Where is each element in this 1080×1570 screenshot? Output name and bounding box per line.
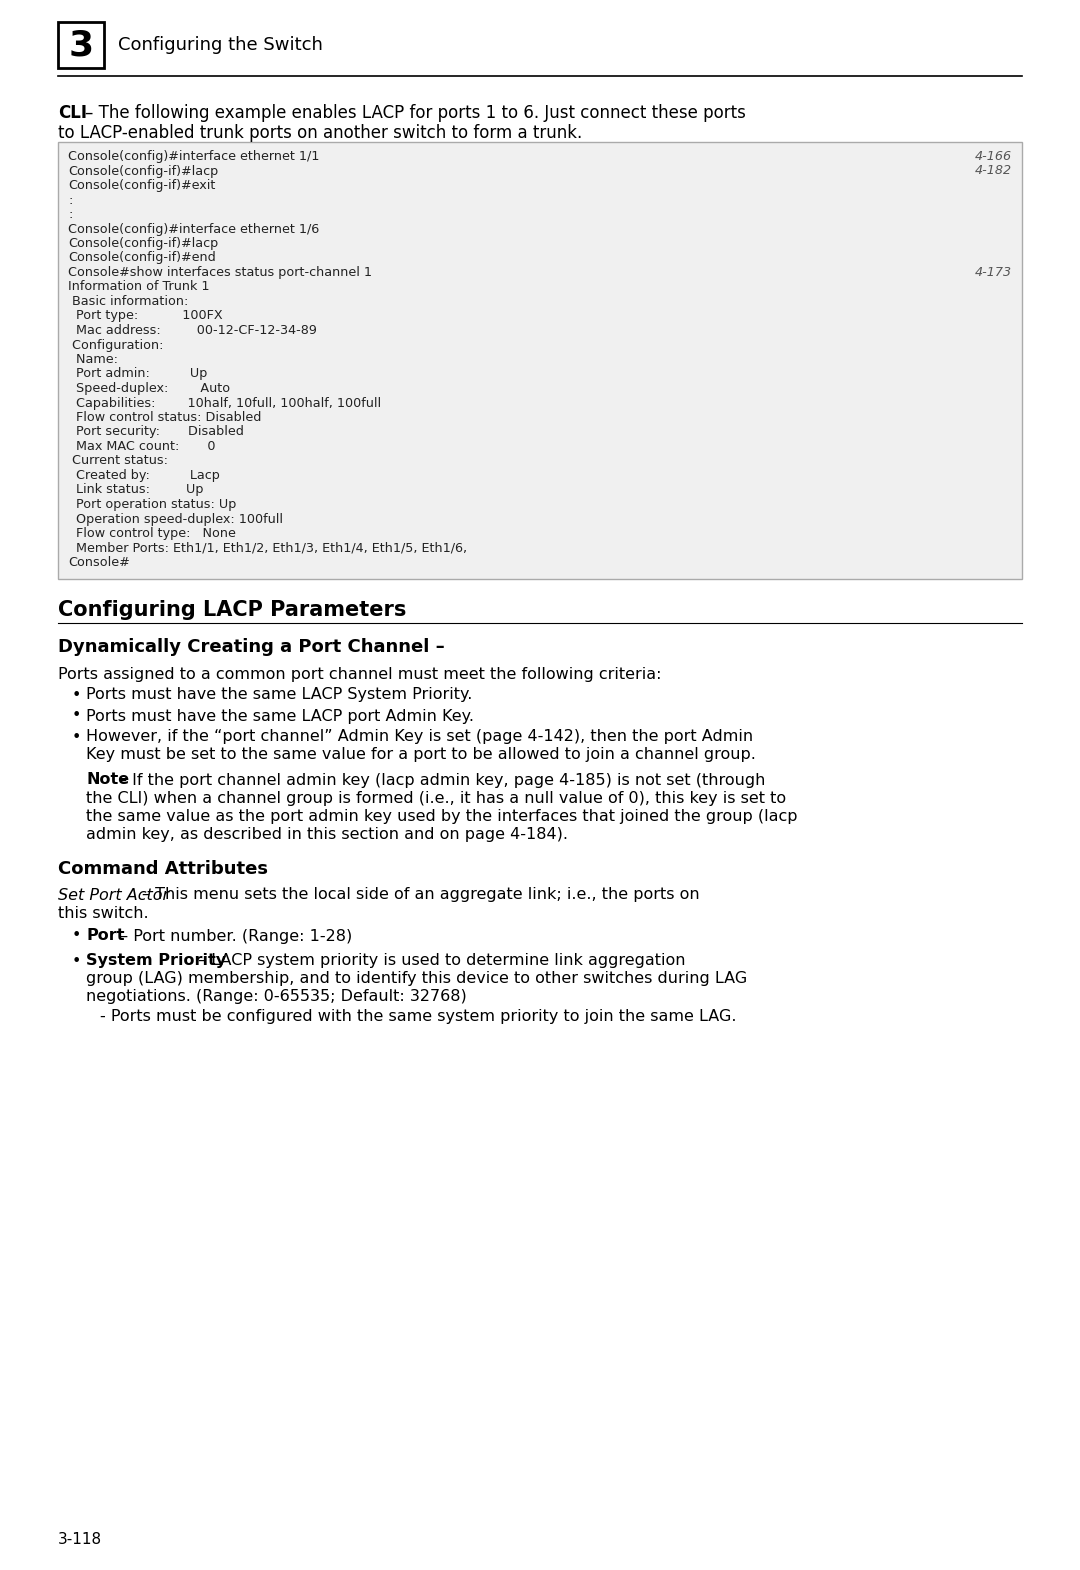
- Text: :: :: [68, 207, 72, 221]
- Text: group (LAG) membership, and to identify this device to other switches during LAG: group (LAG) membership, and to identify …: [86, 972, 747, 986]
- Text: Console(config)#interface ethernet 1/6: Console(config)#interface ethernet 1/6: [68, 223, 320, 235]
- Bar: [58, 141, 1022, 578]
- Text: However, if the “port channel” Admin Key is set (page 4-142), then the port Admi: However, if the “port channel” Admin Key…: [86, 730, 753, 744]
- Text: Console(config-if)#end: Console(config-if)#end: [68, 251, 216, 264]
- Text: 4-166: 4-166: [975, 151, 1012, 163]
- Text: Command Attributes: Command Attributes: [58, 859, 268, 878]
- Text: CLI: CLI: [58, 104, 87, 122]
- Text: Capabilities:        10half, 10full, 100half, 100full: Capabilities: 10half, 10full, 100half, 1…: [68, 397, 381, 410]
- Text: – Port number. (Range: 1-28): – Port number. (Range: 1-28): [114, 928, 352, 944]
- Text: – LACP system priority is used to determine link aggregation: – LACP system priority is used to determ…: [193, 953, 686, 969]
- Text: Port admin:          Up: Port admin: Up: [68, 367, 207, 380]
- Text: Console(config)#interface ethernet 1/1: Console(config)#interface ethernet 1/1: [68, 151, 320, 163]
- Text: Max MAC count:       0: Max MAC count: 0: [68, 440, 216, 454]
- Text: to LACP-enabled trunk ports on another switch to form a trunk.: to LACP-enabled trunk ports on another s…: [58, 124, 582, 141]
- Text: •: •: [72, 730, 81, 744]
- Text: •: •: [72, 953, 81, 969]
- Text: Console(config-if)#lacp: Console(config-if)#lacp: [68, 237, 218, 250]
- Text: Mac address:         00-12-CF-12-34-89: Mac address: 00-12-CF-12-34-89: [68, 323, 316, 338]
- Text: Port: Port: [86, 928, 124, 944]
- Text: •: •: [72, 688, 81, 702]
- Text: Ports assigned to a common port channel must meet the following criteria:: Ports assigned to a common port channel …: [58, 667, 661, 681]
- Text: – If the port channel admin key (lacp admin key, page 4-185) is not set (through: – If the port channel admin key (lacp ad…: [119, 772, 766, 788]
- Text: Speed-duplex:        Auto: Speed-duplex: Auto: [68, 382, 230, 396]
- Text: Dynamically Creating a Port Channel –: Dynamically Creating a Port Channel –: [58, 639, 445, 656]
- Text: Name:: Name:: [68, 353, 118, 366]
- Text: Basic information:: Basic information:: [68, 295, 188, 308]
- Text: •: •: [72, 708, 81, 724]
- Text: Information of Trunk 1: Information of Trunk 1: [68, 281, 210, 294]
- Text: Ports must have the same LACP port Admin Key.: Ports must have the same LACP port Admin…: [86, 708, 474, 724]
- Text: Ports must have the same LACP System Priority.: Ports must have the same LACP System Pri…: [86, 688, 472, 702]
- Text: Key must be set to the same value for a port to be allowed to join a channel gro: Key must be set to the same value for a …: [86, 747, 756, 763]
- Text: – The following example enables LACP for ports 1 to 6. Just connect these ports: – The following example enables LACP for…: [85, 104, 746, 122]
- Text: Link status:         Up: Link status: Up: [68, 484, 203, 496]
- Text: the same value as the port admin key used by the interfaces that joined the grou: the same value as the port admin key use…: [86, 809, 797, 824]
- Text: 4-182: 4-182: [975, 165, 1012, 177]
- Text: – This menu sets the local side of an aggregate link; i.e., the ports on: – This menu sets the local side of an ag…: [141, 887, 700, 903]
- Text: Console(config-if)#lacp: Console(config-if)#lacp: [68, 165, 218, 177]
- Text: Console#show interfaces status port-channel 1: Console#show interfaces status port-chan…: [68, 265, 372, 279]
- Bar: [58, 22, 104, 68]
- Text: Flow control status: Disabled: Flow control status: Disabled: [68, 411, 261, 424]
- Text: System Priority: System Priority: [86, 953, 226, 969]
- Text: Configuration:: Configuration:: [68, 339, 163, 352]
- Text: the CLI) when a channel group is formed (i.e., it has a null value of 0), this k: the CLI) when a channel group is formed …: [86, 791, 786, 805]
- Text: Set Port Actor: Set Port Actor: [58, 887, 170, 903]
- Text: •: •: [72, 928, 81, 944]
- Text: 4-173: 4-173: [975, 265, 1012, 279]
- Text: - Ports must be configured with the same system priority to join the same LAG.: - Ports must be configured with the same…: [100, 1010, 737, 1025]
- Text: Configuring LACP Parameters: Configuring LACP Parameters: [58, 600, 406, 620]
- Text: Port operation status: Up: Port operation status: Up: [68, 498, 237, 510]
- Text: Member Ports: Eth1/1, Eth1/2, Eth1/3, Eth1/4, Eth1/5, Eth1/6,: Member Ports: Eth1/1, Eth1/2, Eth1/3, Et…: [68, 542, 468, 554]
- Text: this switch.: this switch.: [58, 906, 149, 920]
- Text: 3-118: 3-118: [58, 1532, 103, 1546]
- Text: admin key, as described in this section and on page 4-184).: admin key, as described in this section …: [86, 826, 568, 842]
- Text: Console#: Console#: [68, 556, 130, 568]
- Text: Configuring the Switch: Configuring the Switch: [118, 36, 323, 53]
- Text: Note: Note: [86, 772, 130, 788]
- Text: Operation speed-duplex: 100full: Operation speed-duplex: 100full: [68, 512, 283, 526]
- Text: Flow control type:   None: Flow control type: None: [68, 528, 235, 540]
- Text: Port security:       Disabled: Port security: Disabled: [68, 425, 244, 438]
- Text: Created by:          Lacp: Created by: Lacp: [68, 469, 220, 482]
- Text: 3: 3: [68, 28, 94, 61]
- Text: :: :: [68, 193, 72, 207]
- Text: Current status:: Current status:: [68, 454, 168, 468]
- Text: Console(config-if)#exit: Console(config-if)#exit: [68, 179, 215, 192]
- Text: negotiations. (Range: 0-65535; Default: 32768): negotiations. (Range: 0-65535; Default: …: [86, 989, 467, 1005]
- Text: Port type:           100FX: Port type: 100FX: [68, 309, 222, 322]
